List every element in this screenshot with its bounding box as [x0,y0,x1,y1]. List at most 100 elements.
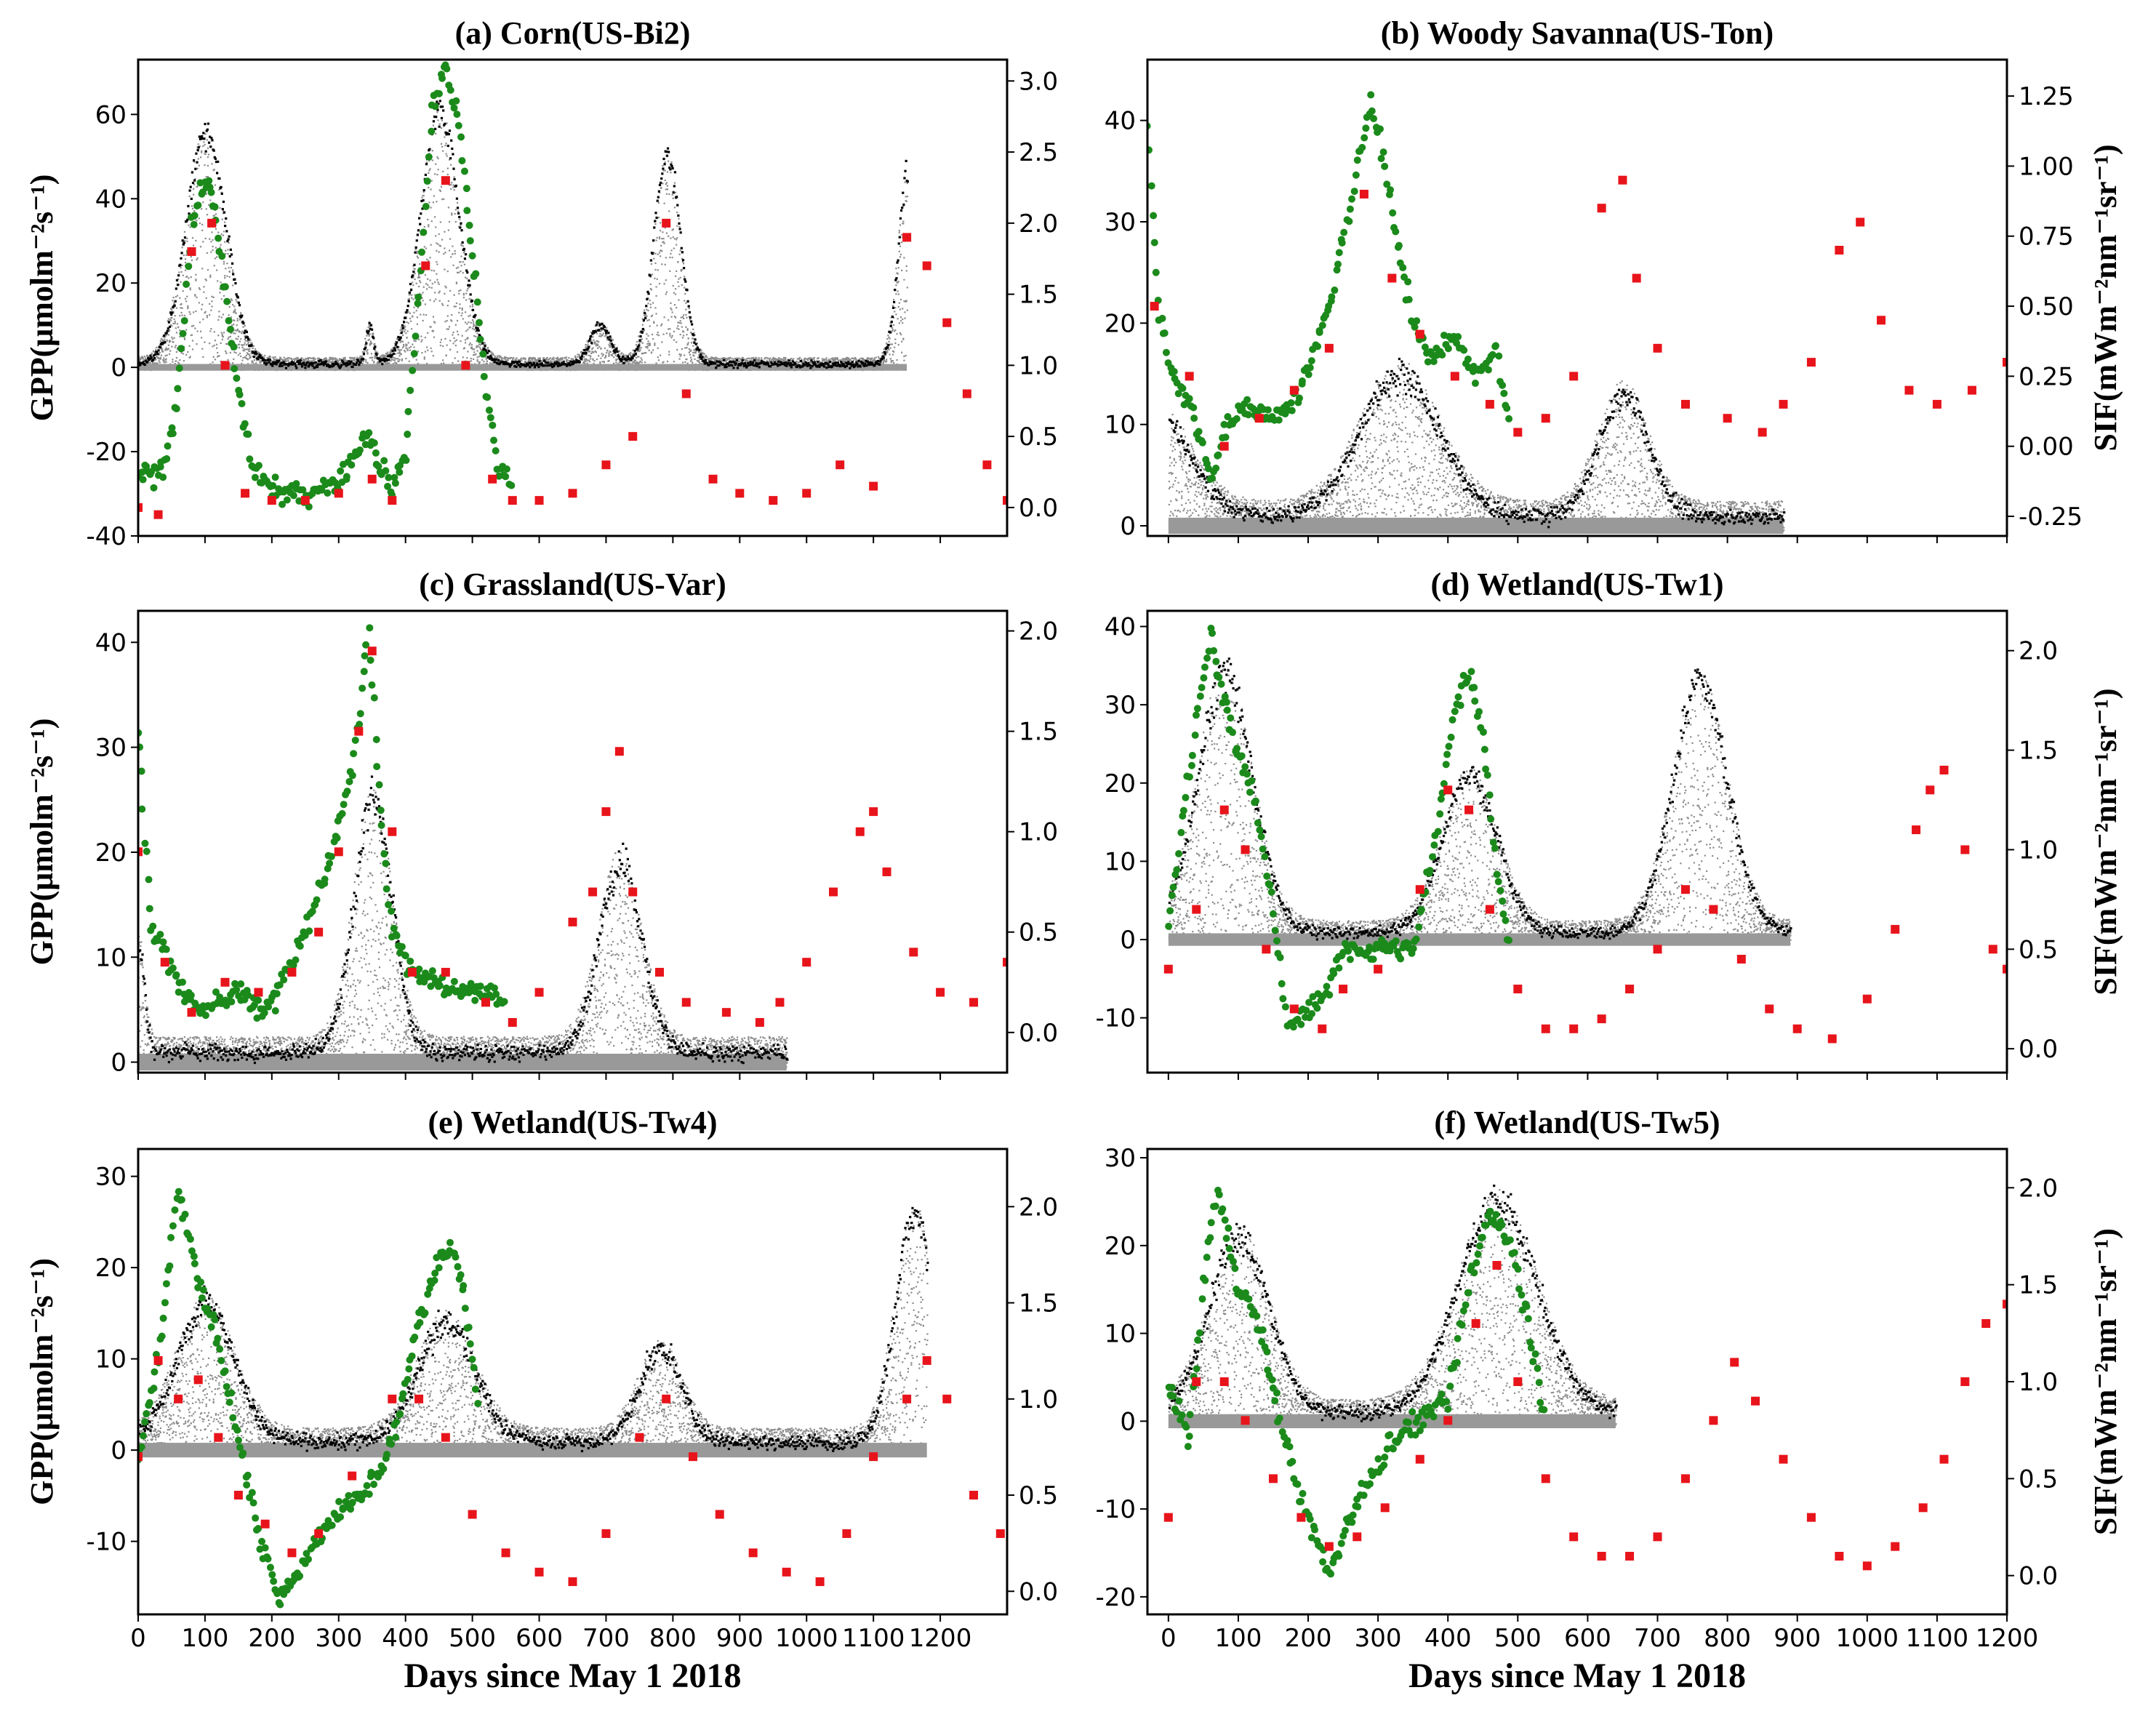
gpp-point [640,339,642,341]
gpp-point [247,338,250,341]
gpp-point [218,188,220,191]
gpp-point [497,355,499,357]
gpp-point [219,207,221,209]
gpp-point [252,363,255,365]
gpp-point [414,278,416,281]
gpp-point [731,357,733,360]
gpp-point [559,361,561,364]
gpp-point [548,359,550,361]
gpp-point [443,125,445,127]
gpp-point [790,362,793,364]
gpp-point [180,311,183,314]
gpp-point [422,319,424,322]
gpp-point [553,359,555,361]
gpp-point [339,359,342,361]
gpp-point [657,253,659,255]
gpp-point [443,252,445,255]
gpp-point [614,346,616,348]
gpp-point [378,361,381,364]
gpp-point [405,347,407,349]
gpp-point [561,357,564,359]
gpp-point [291,359,293,361]
gpp-point [596,343,599,345]
gpp-point [654,262,657,265]
gpp-point [400,353,402,356]
gpp-point [882,362,884,364]
gpp-point [276,359,278,361]
gpp-point [646,345,649,348]
gpp-point [215,228,217,230]
gpp-point [398,360,400,362]
gpp-point [199,330,202,332]
gpp-point [712,357,715,360]
gpp-point [305,362,307,365]
gpp-point [870,359,872,361]
gpp-point [205,279,207,281]
gpp-point [311,357,313,359]
gpp-point [456,201,459,204]
gpp-point [212,296,215,298]
gpp-point [694,358,696,360]
gpp-point [470,298,472,300]
gpp-point [582,361,585,364]
gpp-point [367,339,369,342]
gpp-point [902,220,905,223]
gpp-point [174,346,176,348]
gpp-point [176,348,179,351]
gpp-point [633,361,636,364]
gpp-point [444,321,446,323]
gpp-point [871,357,873,359]
gpp-point [321,360,323,362]
gpp-point [843,359,845,361]
gpp-point [372,333,374,335]
gpp-point [640,357,642,359]
gpp-point [369,333,371,335]
gpp-point [159,358,161,360]
gpp-point [452,184,454,186]
gpp-point [884,351,887,353]
gpp-point [359,358,361,361]
gpp-point [588,346,591,348]
gpp-point [793,358,795,360]
gpp-point [532,357,534,359]
gpp-point [598,321,601,324]
gpp-point [279,356,281,359]
gpp-point [185,254,188,256]
gpp-point [428,201,430,204]
gpp-point [895,313,897,316]
gpp-point [458,289,460,292]
gpp-point [653,257,655,260]
gpp-point [891,353,894,356]
gpp-point [404,350,406,352]
gpp-point [781,358,783,361]
gpp-point [603,329,605,331]
gpp-point [782,356,785,359]
gpp-point [450,188,452,190]
gpp-point [887,348,889,350]
gpp-point [194,178,196,180]
gpp-point [638,335,640,337]
gpp-point [638,342,641,344]
gpp-point [204,153,206,155]
gpp-point [524,363,526,365]
gpp-point [680,322,682,324]
gpp-point [386,362,389,364]
gpp-point [214,340,216,342]
gpp-point [414,268,416,271]
gpp-point [397,360,399,362]
gpp-point [750,358,752,360]
gpp-point [801,361,804,363]
gpp-point [434,216,436,218]
gpp-point [540,361,542,364]
gpp-point [385,361,388,364]
gpp-point [627,362,630,364]
gpp-point [386,351,389,353]
gpp-point [382,356,384,358]
gpp-point [420,340,422,343]
gpp-point [608,352,610,354]
gpp-point [272,356,274,359]
gpp-point [204,279,207,281]
gpp-point [756,361,758,363]
gpp-point [615,361,617,364]
gpp-point [673,292,675,294]
